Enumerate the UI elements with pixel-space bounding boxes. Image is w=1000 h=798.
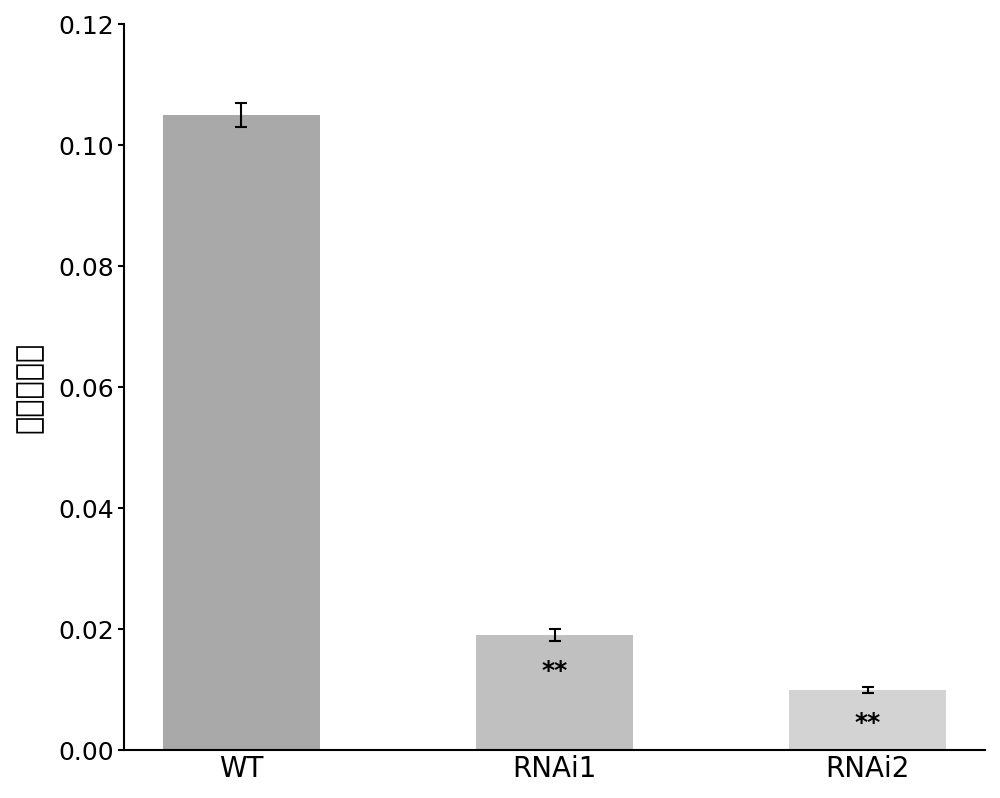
Bar [163,115,320,750]
Y-axis label: 相对表达量: 相对表达量 [15,342,44,433]
Bar [789,689,946,750]
Text: **: ** [854,711,881,735]
Bar [476,635,633,750]
Text: **: ** [541,659,568,683]
